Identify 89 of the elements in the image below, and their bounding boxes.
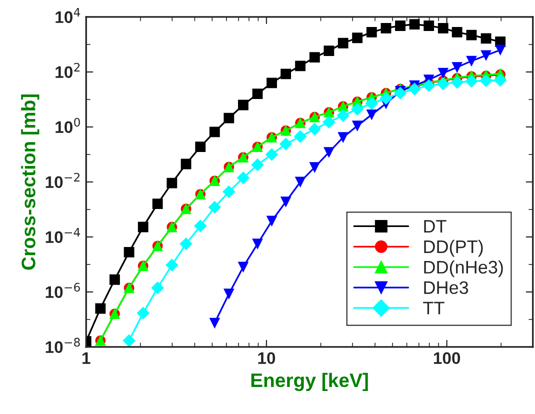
point xyxy=(295,176,306,188)
point xyxy=(365,97,378,110)
point xyxy=(208,201,221,214)
point xyxy=(394,86,407,100)
point xyxy=(422,79,436,92)
point xyxy=(138,222,148,232)
point xyxy=(450,76,464,89)
point xyxy=(465,74,478,88)
point xyxy=(180,238,192,250)
point xyxy=(380,92,392,105)
point xyxy=(252,238,263,250)
x-tick-label: 1 xyxy=(82,352,90,364)
legend-label: TT xyxy=(423,302,444,314)
y-tick-label: 10$^{4}$ xyxy=(56,8,80,24)
point xyxy=(238,262,248,272)
point xyxy=(495,44,506,56)
point xyxy=(224,112,234,124)
point xyxy=(95,303,106,314)
point xyxy=(136,306,150,320)
point xyxy=(109,274,120,285)
y-tick-label: 10$^{−8}$ xyxy=(46,338,80,354)
point xyxy=(309,162,320,173)
point xyxy=(238,100,248,110)
point xyxy=(436,78,450,90)
point xyxy=(295,60,306,72)
point xyxy=(124,246,134,258)
y-tick-label: 10$^{0}$ xyxy=(56,118,80,134)
point xyxy=(280,68,292,80)
point xyxy=(224,288,234,300)
point xyxy=(480,33,492,44)
x-axis-title: Energy [keV] xyxy=(251,372,368,392)
point xyxy=(336,109,350,122)
x-tick-label: 10 xyxy=(258,352,276,364)
point xyxy=(322,116,336,128)
point xyxy=(280,138,292,150)
point xyxy=(409,19,420,30)
point xyxy=(266,216,277,226)
point xyxy=(251,158,264,172)
point xyxy=(366,26,377,38)
point xyxy=(266,148,278,161)
point xyxy=(280,196,292,207)
point xyxy=(380,23,392,34)
y-tick-label: 10$^{−2}$ xyxy=(46,172,80,188)
point xyxy=(194,220,207,232)
point xyxy=(209,318,220,328)
point xyxy=(352,32,363,44)
point xyxy=(166,178,178,188)
point xyxy=(252,88,263,100)
point xyxy=(466,30,477,40)
x-tick-label: 100 xyxy=(434,352,460,364)
point xyxy=(152,198,163,210)
legend-label: DD(nHe3) xyxy=(424,260,503,278)
legend-label: DD(PT) xyxy=(424,240,483,257)
point xyxy=(338,38,348,48)
y-tick-label: 10$^{−6}$ xyxy=(46,282,80,298)
point xyxy=(222,186,236,198)
point xyxy=(308,122,321,136)
point xyxy=(309,52,320,63)
point xyxy=(351,103,364,116)
point xyxy=(424,20,434,31)
point xyxy=(408,82,421,96)
point xyxy=(294,130,307,143)
y-axis-title: Cross-section [mb] xyxy=(21,94,40,270)
point xyxy=(395,20,406,31)
point xyxy=(166,258,178,272)
point xyxy=(266,78,277,88)
point xyxy=(324,147,334,158)
point xyxy=(236,172,250,184)
point xyxy=(366,109,377,120)
point xyxy=(438,23,448,34)
point xyxy=(452,26,462,38)
point xyxy=(338,132,348,143)
point xyxy=(195,142,206,152)
point xyxy=(122,334,136,347)
y-tick-label: 10$^{2}$ xyxy=(56,62,80,78)
point xyxy=(151,282,164,294)
point xyxy=(480,74,492,87)
point xyxy=(466,56,477,66)
legend-label: DHe3 xyxy=(424,281,468,294)
point xyxy=(452,62,462,72)
point xyxy=(494,74,507,86)
point xyxy=(352,120,363,132)
point xyxy=(480,50,492,61)
point xyxy=(209,126,220,138)
point xyxy=(180,158,192,170)
y-tick-label: 10$^{−4}$ xyxy=(46,228,80,244)
point xyxy=(324,46,334,56)
legend-label: DT xyxy=(424,220,446,233)
point xyxy=(438,68,448,78)
